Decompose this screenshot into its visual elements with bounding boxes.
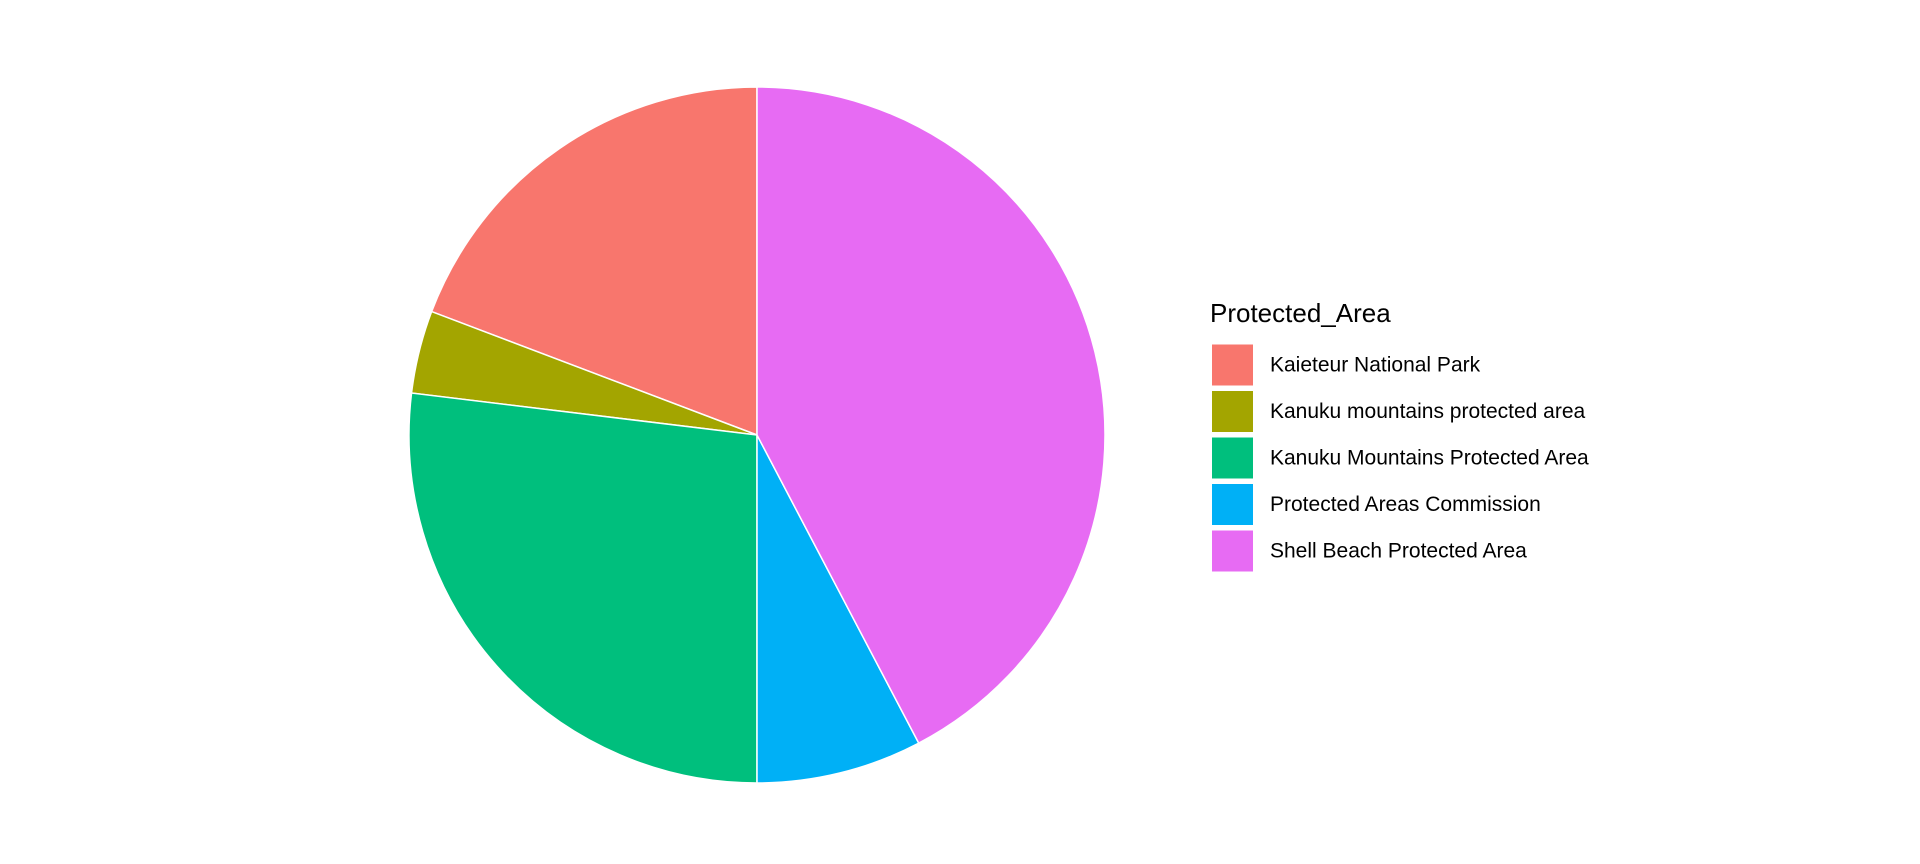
pie-slice [408, 392, 758, 784]
legend-label: Kanuku Mountains Protected Area [1270, 447, 1589, 470]
legend-title: Protected_Area [1210, 298, 1391, 328]
legend-label: Protected Areas Commission [1270, 493, 1541, 516]
legend-key [1212, 484, 1253, 525]
legend-label: Shell Beach Protected Area [1270, 540, 1527, 563]
legend-key [1212, 437, 1253, 479]
pie-slice [756, 86, 1106, 745]
legend-key [1212, 344, 1253, 386]
legend-key [1212, 391, 1253, 432]
pie-slice [430, 86, 758, 437]
legend-label: Kanuku mountains protected area [1270, 400, 1586, 423]
legend-key [1212, 530, 1253, 572]
pie-slice [756, 434, 920, 784]
legend-label: Kaieteur National Park [1270, 354, 1481, 377]
